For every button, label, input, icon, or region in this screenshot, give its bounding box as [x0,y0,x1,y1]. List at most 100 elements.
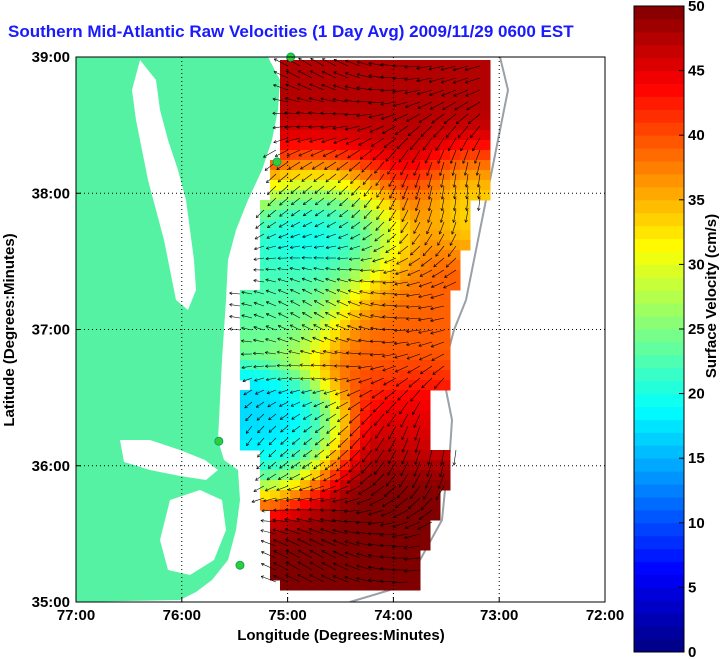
vector-head [321,139,324,143]
vector-head [394,343,398,346]
vector-head [441,462,444,466]
velocity-cell [290,240,301,251]
velocity-cell [400,410,411,421]
vector-head [332,529,335,533]
x-axis-label: Longitude (Degrees:Minutes) [237,627,445,644]
vector-head [241,291,245,295]
velocity-vector [296,125,313,128]
vector-head [387,172,391,175]
vector-head [397,399,401,401]
vector-head [358,382,362,384]
velocity-cell [330,470,341,481]
vector-head [407,272,410,276]
velocity-cell [320,140,331,151]
velocity-vector [358,485,373,495]
vector-head [428,67,432,70]
velocity-cell [400,460,411,471]
vector-head [288,351,292,354]
vector-head [335,324,339,328]
velocity-vector [388,425,397,440]
vector-head [313,300,317,304]
vector-head [276,166,279,170]
vector-head [265,488,268,492]
vector-head [246,431,250,434]
velocity-cell [410,550,421,561]
velocity-cell [300,560,311,571]
velocity-vector [348,279,361,283]
vector-head [332,528,336,531]
velocity-vector [351,209,361,218]
velocity-vector [397,485,409,498]
vector-head [346,365,349,368]
vector-head [382,340,385,343]
vector-head [434,387,438,389]
velocity-cell [320,180,331,191]
velocity-vector [363,185,373,197]
velocity-cell [330,550,341,561]
vector-head [359,301,363,303]
velocity-cell [450,130,461,141]
velocity-cell [410,60,421,71]
vector-head [396,147,400,150]
vector-head [405,525,408,529]
velocity-cell [360,60,371,71]
vector-head [320,111,324,114]
vector-head [439,474,443,478]
velocity-cell [290,510,301,521]
velocity-vector [361,245,373,251]
vector-head [291,441,294,445]
vector-head [277,278,281,282]
velocity-cell [440,330,451,341]
velocity-cell [320,580,331,591]
y-tick-label: 39:00 [32,49,70,66]
vector-head [308,517,312,520]
velocity-cell [390,140,401,151]
vector-head [278,312,281,316]
vector-head [401,185,405,188]
vector-head [421,508,425,510]
velocity-cell [400,430,411,441]
velocity-vector [335,473,349,483]
velocity-cell [300,210,311,221]
velocity-vector [332,509,349,512]
velocity-cell [340,380,351,391]
velocity-cell [330,450,341,461]
vector-head [314,190,317,194]
vector-head [469,134,472,138]
vector-head [367,579,371,582]
velocity-cell [400,160,411,171]
velocity-cell [310,210,321,221]
vector-head [464,219,466,223]
velocity-cell [380,310,391,321]
colorbar-swatch [634,639,684,653]
vector-head [406,294,410,297]
vector-head [279,202,281,206]
vector-head [325,300,328,304]
vector-head [394,304,398,307]
vector-head [350,236,353,240]
velocity-vector [284,518,301,523]
velocity-cell [410,400,421,411]
velocity-cell [400,420,411,431]
colorbar-swatch [634,393,684,408]
velocity-cell [300,80,311,91]
velocity-cell [350,420,361,431]
velocity-cell [430,300,441,311]
vector-head [385,249,388,253]
vector-head [346,352,350,355]
colorbar-swatch [634,574,684,588]
vector-head [241,303,245,306]
velocity-cell [370,200,381,211]
velocity-cell [280,130,291,141]
velocity-vector [410,485,421,499]
velocity-cell [420,110,431,121]
velocity-cell [400,290,411,301]
vector-head [308,112,312,115]
velocity-cell [260,290,271,301]
velocity-cell [300,340,311,351]
vector-head [392,91,396,94]
velocity-vector [279,413,289,420]
velocity-cell [370,310,381,321]
vector-head [301,266,305,269]
vector-head [322,365,326,368]
